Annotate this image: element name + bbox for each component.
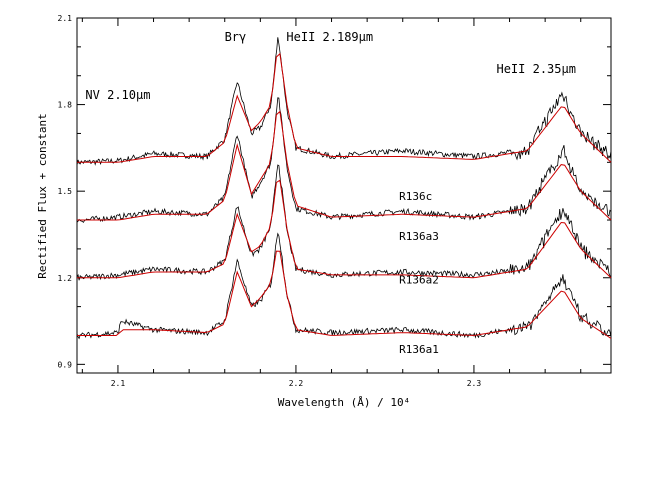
y-axis-label: Rectified Flux + constant xyxy=(36,113,49,279)
x-axis-label: Wavelength (Å) / 10⁴ xyxy=(278,396,410,409)
plot-frame xyxy=(76,17,612,374)
x-tick-label: 2.1 xyxy=(111,379,126,388)
star-label: R136a1 xyxy=(399,343,439,356)
model-spectrum-r136a3 xyxy=(77,179,612,279)
line-id-label: Brγ xyxy=(225,30,247,44)
y-tick-label: 1.5 xyxy=(58,187,73,196)
line-id-label: HeII 2.189μm xyxy=(286,30,373,44)
x-tick-label: 2.3 xyxy=(467,379,482,388)
model-spectrum-composite-top xyxy=(77,52,612,163)
model-spectrum-r136a2 xyxy=(77,250,612,339)
star-label: R136c xyxy=(399,190,432,203)
line-annotations: NV 2.10μm Brγ HeII 2.189μm HeII 2.35μm xyxy=(85,30,576,102)
spectra-series xyxy=(76,37,612,340)
line-id-label: NV 2.10μm xyxy=(85,88,150,102)
star-label: R136a3 xyxy=(399,230,439,243)
model-spectrum-r136c xyxy=(77,110,612,221)
star-label: R136a2 xyxy=(399,274,439,287)
y-tick-label: 0.9 xyxy=(58,360,73,369)
y-tick-labels: 0.9 1.2 1.5 1.8 2.1 xyxy=(58,14,73,369)
x-tick-labels: 2.1 2.2 2.3 xyxy=(111,379,482,388)
observed-spectrum-r136c xyxy=(76,97,612,224)
star-labels: R136c R136a3 R136a2 R136a1 xyxy=(399,190,439,356)
y-tick-label: 1.2 xyxy=(58,274,73,283)
axis-ticks xyxy=(77,17,611,373)
y-tick-label: 2.1 xyxy=(58,14,73,23)
x-tick-label: 2.2 xyxy=(289,379,304,388)
observed-spectrum-r136a3 xyxy=(76,164,612,281)
line-id-label: HeII 2.35μm xyxy=(496,62,575,76)
y-tick-label: 1.8 xyxy=(58,101,73,110)
observed-spectrum-composite-top xyxy=(76,37,612,166)
